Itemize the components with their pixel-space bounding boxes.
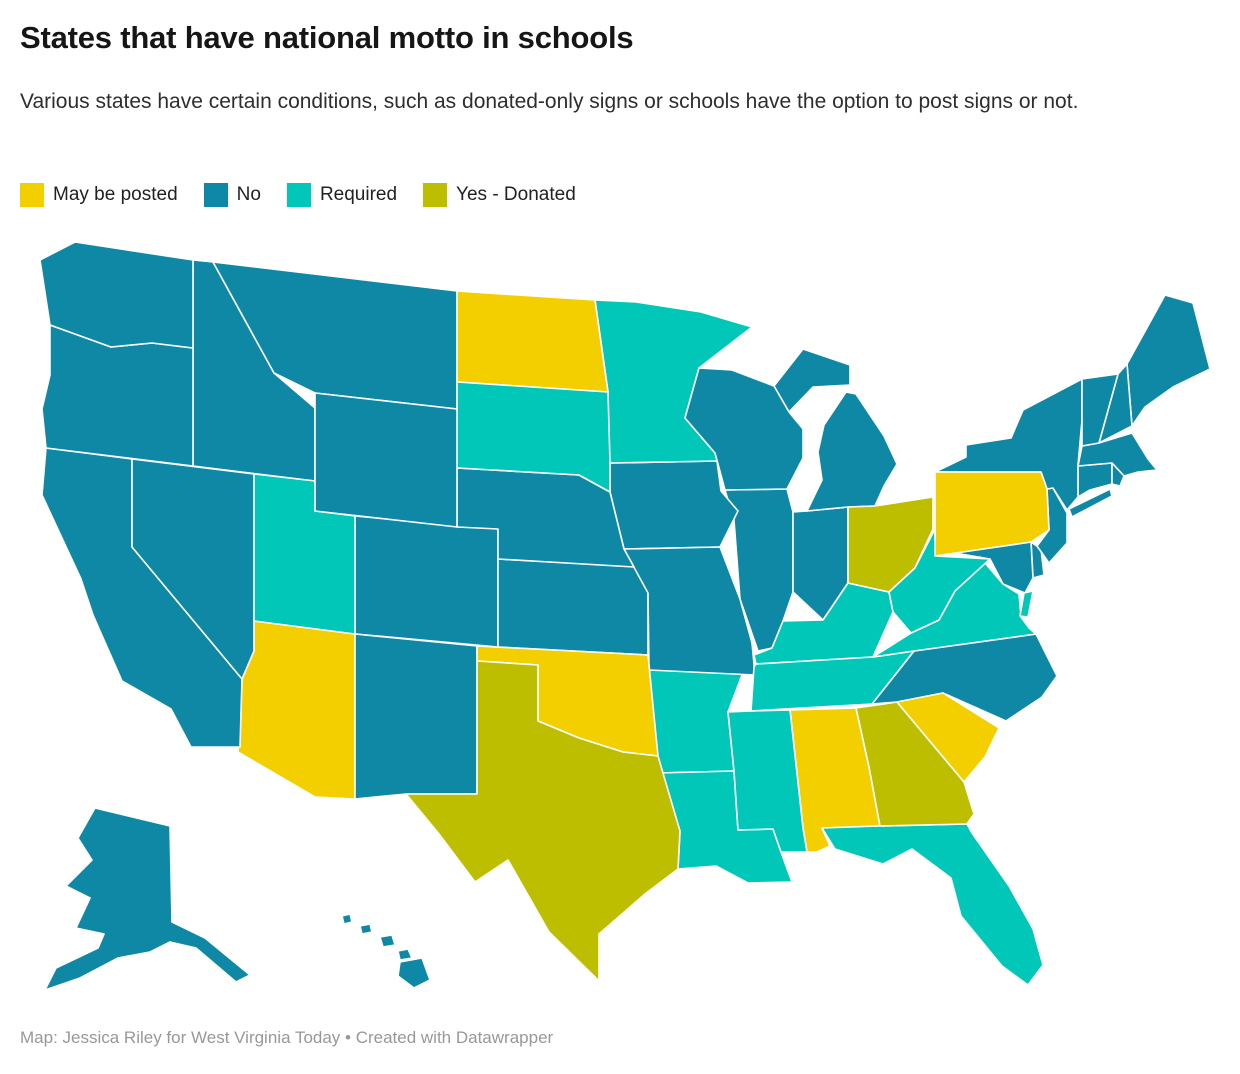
state-mo[interactable]: Missouri: No — [623, 546, 756, 676]
page-title: States that have national motto in schoo… — [20, 20, 634, 55]
state-nc[interactable]: North Carolina: No — [871, 633, 1058, 722]
legend-swatch-icon — [20, 183, 44, 207]
state-ks[interactable]: Kansas: No — [497, 558, 649, 656]
state-nd[interactable]: North Dakota: May be posted — [456, 290, 609, 393]
state-wy[interactable]: Wyoming: No — [314, 392, 458, 528]
legend-swatch-icon — [203, 183, 228, 207]
state-ia[interactable]: Iowa: No — [609, 460, 739, 550]
state-nm[interactable]: New Mexico: No — [354, 633, 478, 800]
state-hi[interactable]: Hawaii: No — [397, 948, 413, 961]
legend-item-may-be-posted: May be posted — [20, 183, 178, 207]
legend-label: Yes - Donated — [456, 184, 576, 205]
legend-item-required: Required — [286, 183, 398, 207]
state-ms[interactable]: Mississippi: Required — [727, 709, 808, 853]
state-oh[interactable]: Ohio: Yes - Donated — [847, 496, 934, 593]
state-va[interactable]: Virginia: Required — [1019, 590, 1034, 618]
legend-label: Required — [319, 184, 398, 205]
state-hi[interactable]: Hawaii: No — [341, 913, 353, 925]
state-me[interactable]: Maine: No — [1126, 294, 1211, 427]
states-layer: Alabama: May be postedAlaska: NoArizona:… — [39, 241, 1211, 991]
map-footer: Map: Jessica Riley for West Virginia Tod… — [20, 1028, 554, 1047]
state-sc[interactable]: South Carolina: May be posted — [896, 692, 1000, 783]
state-ny[interactable]: New York: No — [1068, 488, 1113, 518]
state-az[interactable]: Arizona: May be posted — [237, 620, 356, 800]
state-nv[interactable]: Nevada: No — [131, 458, 255, 680]
state-tx[interactable]: Texas: Yes - Donated — [405, 660, 681, 982]
legend-item-no: No — [203, 183, 261, 207]
state-wa[interactable]: Washington: No — [39, 241, 194, 349]
page-subtitle: Various states have certain conditions, … — [20, 90, 1079, 113]
state-hi[interactable]: Hawaii: No — [359, 923, 373, 935]
state-wv[interactable]: West Virginia: Required — [888, 528, 991, 634]
state-fl[interactable]: Florida: Required — [821, 823, 1044, 986]
state-vt[interactable]: Vermont: No — [1081, 373, 1119, 447]
legend-swatch-icon — [286, 183, 311, 207]
state-hi[interactable]: Hawaii: No — [397, 957, 431, 989]
legend-label: May be posted — [53, 184, 178, 205]
legend-swatch-icon — [423, 183, 448, 207]
legend-label: No — [236, 184, 261, 205]
state-ny[interactable]: New York: No — [934, 378, 1083, 511]
state-mi[interactable]: Michigan: No — [806, 391, 898, 512]
state-hi[interactable]: Hawaii: No — [379, 934, 396, 948]
state-wi[interactable]: Wisconsin: No — [684, 367, 804, 491]
legend: May be posted No Required Yes - Donated — [20, 183, 576, 207]
state-ak[interactable]: Alaska: No — [44, 807, 251, 991]
legend-item-yes-donated: Yes - Donated — [423, 183, 576, 207]
state-co[interactable]: Colorado: No — [354, 515, 499, 648]
state-ri[interactable]: Rhode Island: No — [1111, 462, 1125, 487]
